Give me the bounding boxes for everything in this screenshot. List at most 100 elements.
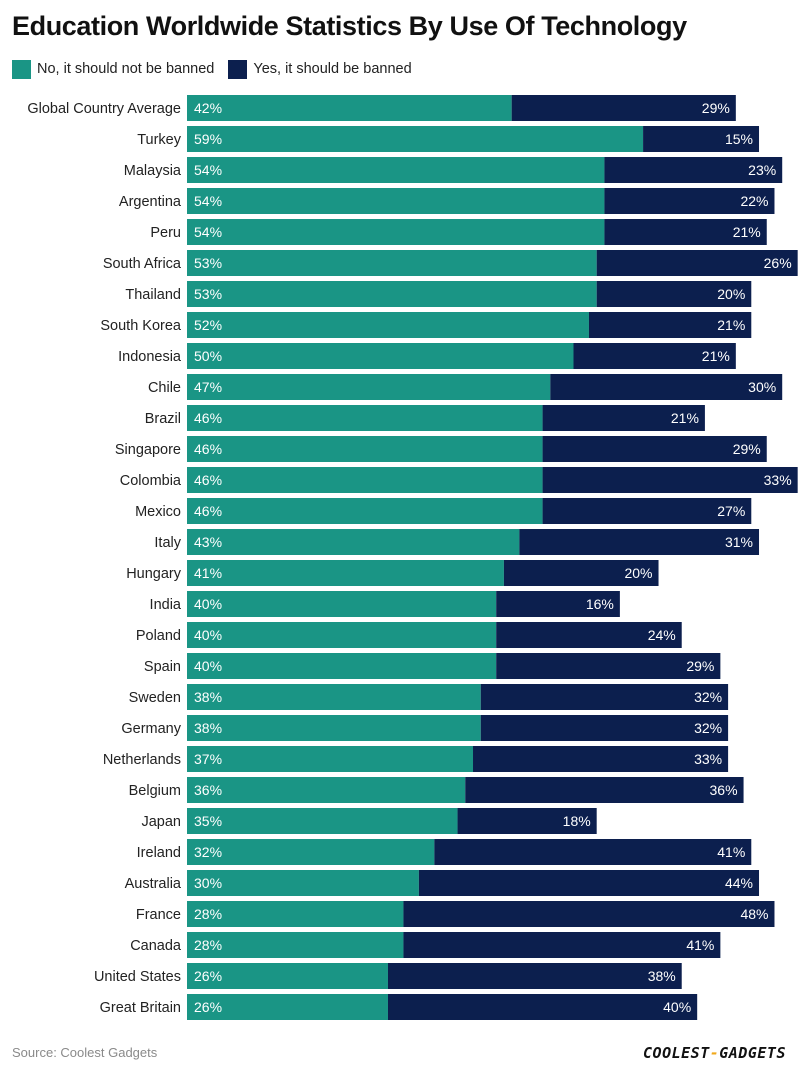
bar-no-germany: [187, 715, 481, 741]
category-label-turkey: Turkey: [137, 132, 182, 148]
bar-yes-netherlands: [473, 746, 729, 772]
value-label-yes-spain: 29%: [686, 658, 714, 674]
bar-no-indonesia: [187, 343, 574, 369]
value-label-no-belgium: 36%: [194, 782, 222, 798]
category-label-argentina: Argentina: [119, 194, 182, 210]
value-label-yes-ireland: 41%: [717, 844, 745, 860]
logo-dash: -: [709, 1044, 720, 1062]
category-label-thailand: Thailand: [125, 287, 181, 303]
value-label-yes-poland: 24%: [648, 627, 676, 643]
bar-yes-singapore: [542, 436, 767, 462]
value-label-no-hungary: 41%: [194, 565, 222, 581]
value-label-no-japan: 35%: [194, 813, 222, 829]
bar-no-hungary: [187, 560, 504, 586]
value-label-yes-peru: 21%: [733, 224, 761, 240]
legend-label-no: No, it should not be banned: [37, 61, 215, 77]
bar-yes-germany: [480, 715, 729, 741]
value-label-no-indonesia: 50%: [194, 348, 222, 364]
bar-yes-turkey: [643, 126, 760, 152]
bar-no-malaysia: [187, 157, 605, 183]
bar-yes-hungary: [503, 560, 659, 586]
value-label-no-south-korea: 52%: [194, 317, 222, 333]
value-label-no-great-britain: 26%: [194, 999, 222, 1015]
value-label-yes-australia: 44%: [725, 875, 753, 891]
bar-yes-mexico: [542, 498, 752, 524]
value-label-no-colombia: 46%: [194, 472, 222, 488]
category-label-mexico: Mexico: [135, 504, 181, 520]
bar-no-argentina: [187, 188, 605, 214]
value-label-no-turkey: 59%: [194, 131, 222, 147]
legend-swatch-yes: [228, 59, 248, 79]
bar-yes-france: [403, 901, 775, 927]
bar-no-spain: [187, 653, 497, 679]
value-label-no-india: 40%: [194, 596, 222, 612]
bar-yes-south-korea: [588, 312, 752, 338]
category-label-great-britain: Great Britain: [100, 1000, 181, 1016]
value-label-yes-sweden: 32%: [694, 689, 722, 705]
value-label-no-chile: 47%: [194, 379, 222, 395]
value-label-yes-france: 48%: [740, 906, 768, 922]
value-label-yes-india: 16%: [586, 596, 614, 612]
value-label-yes-netherlands: 33%: [694, 751, 722, 767]
bar-no-sweden: [187, 684, 481, 710]
legend-label-yes: Yes, it should be banned: [253, 61, 412, 77]
value-label-no-peru: 54%: [194, 224, 222, 240]
bar-no-france: [187, 901, 404, 927]
category-label-colombia: Colombia: [120, 473, 182, 489]
value-label-yes-canada: 41%: [686, 937, 714, 953]
value-label-no-france: 28%: [194, 906, 222, 922]
value-label-no-malaysia: 54%: [194, 162, 222, 178]
value-label-no-australia: 30%: [194, 875, 222, 891]
bar-no-india: [187, 591, 497, 617]
bar-yes-india: [496, 591, 620, 617]
value-label-no-global-country-average: 42%: [194, 100, 222, 116]
bar-no-australia: [187, 870, 419, 896]
source-note: Source: Coolest Gadgets: [12, 1045, 158, 1060]
bar-yes-peru: [604, 219, 767, 245]
bar-no-colombia: [187, 467, 543, 493]
bar-yes-thailand: [596, 281, 752, 307]
value-label-yes-belgium: 36%: [710, 782, 738, 798]
bar-no-netherlands: [187, 746, 474, 772]
bar-yes-ireland: [434, 839, 752, 865]
bar-yes-colombia: [542, 467, 798, 493]
bar-no-mexico: [187, 498, 543, 524]
category-label-south-korea: South Korea: [100, 318, 182, 334]
value-label-yes-south-africa: 26%: [764, 255, 792, 271]
bar-yes-chile: [550, 374, 783, 400]
bar-yes-spain: [496, 653, 721, 679]
value-label-yes-argentina: 22%: [740, 193, 768, 209]
value-label-no-sweden: 38%: [194, 689, 222, 705]
bar-yes-belgium: [465, 777, 744, 803]
bar-no-peru: [187, 219, 605, 245]
category-label-netherlands: Netherlands: [103, 752, 181, 768]
category-label-italy: Italy: [154, 535, 181, 551]
bar-yes-poland: [496, 622, 682, 648]
category-label-united-states: United States: [94, 969, 181, 985]
value-label-no-thailand: 53%: [194, 286, 222, 302]
bar-no-brazil: [187, 405, 543, 431]
value-label-yes-hungary: 20%: [624, 565, 652, 581]
bar-no-japan: [187, 808, 458, 834]
category-label-peru: Peru: [150, 225, 181, 241]
bar-yes-sweden: [480, 684, 729, 710]
bar-no-belgium: [187, 777, 466, 803]
legend-item-no: No, it should not be banned: [12, 59, 215, 79]
bar-no-south-africa: [187, 250, 597, 276]
value-label-yes-global-country-average: 29%: [702, 100, 730, 116]
chart-title: Education Worldwide Statistics By Use Of…: [12, 11, 687, 41]
value-label-yes-singapore: 29%: [733, 441, 761, 457]
category-label-japan: Japan: [141, 814, 181, 830]
value-label-yes-turkey: 15%: [725, 131, 753, 147]
value-label-no-united-states: 26%: [194, 968, 222, 984]
value-label-no-argentina: 54%: [194, 193, 222, 209]
bar-no-italy: [187, 529, 520, 555]
bar-yes-italy: [519, 529, 760, 555]
bar-no-great-britain: [187, 994, 388, 1020]
bar-no-chile: [187, 374, 551, 400]
value-label-no-germany: 38%: [194, 720, 222, 736]
value-label-yes-south-korea: 21%: [717, 317, 745, 333]
value-label-yes-germany: 32%: [694, 720, 722, 736]
bar-no-united-states: [187, 963, 388, 989]
bar-yes-great-britain: [387, 994, 698, 1020]
